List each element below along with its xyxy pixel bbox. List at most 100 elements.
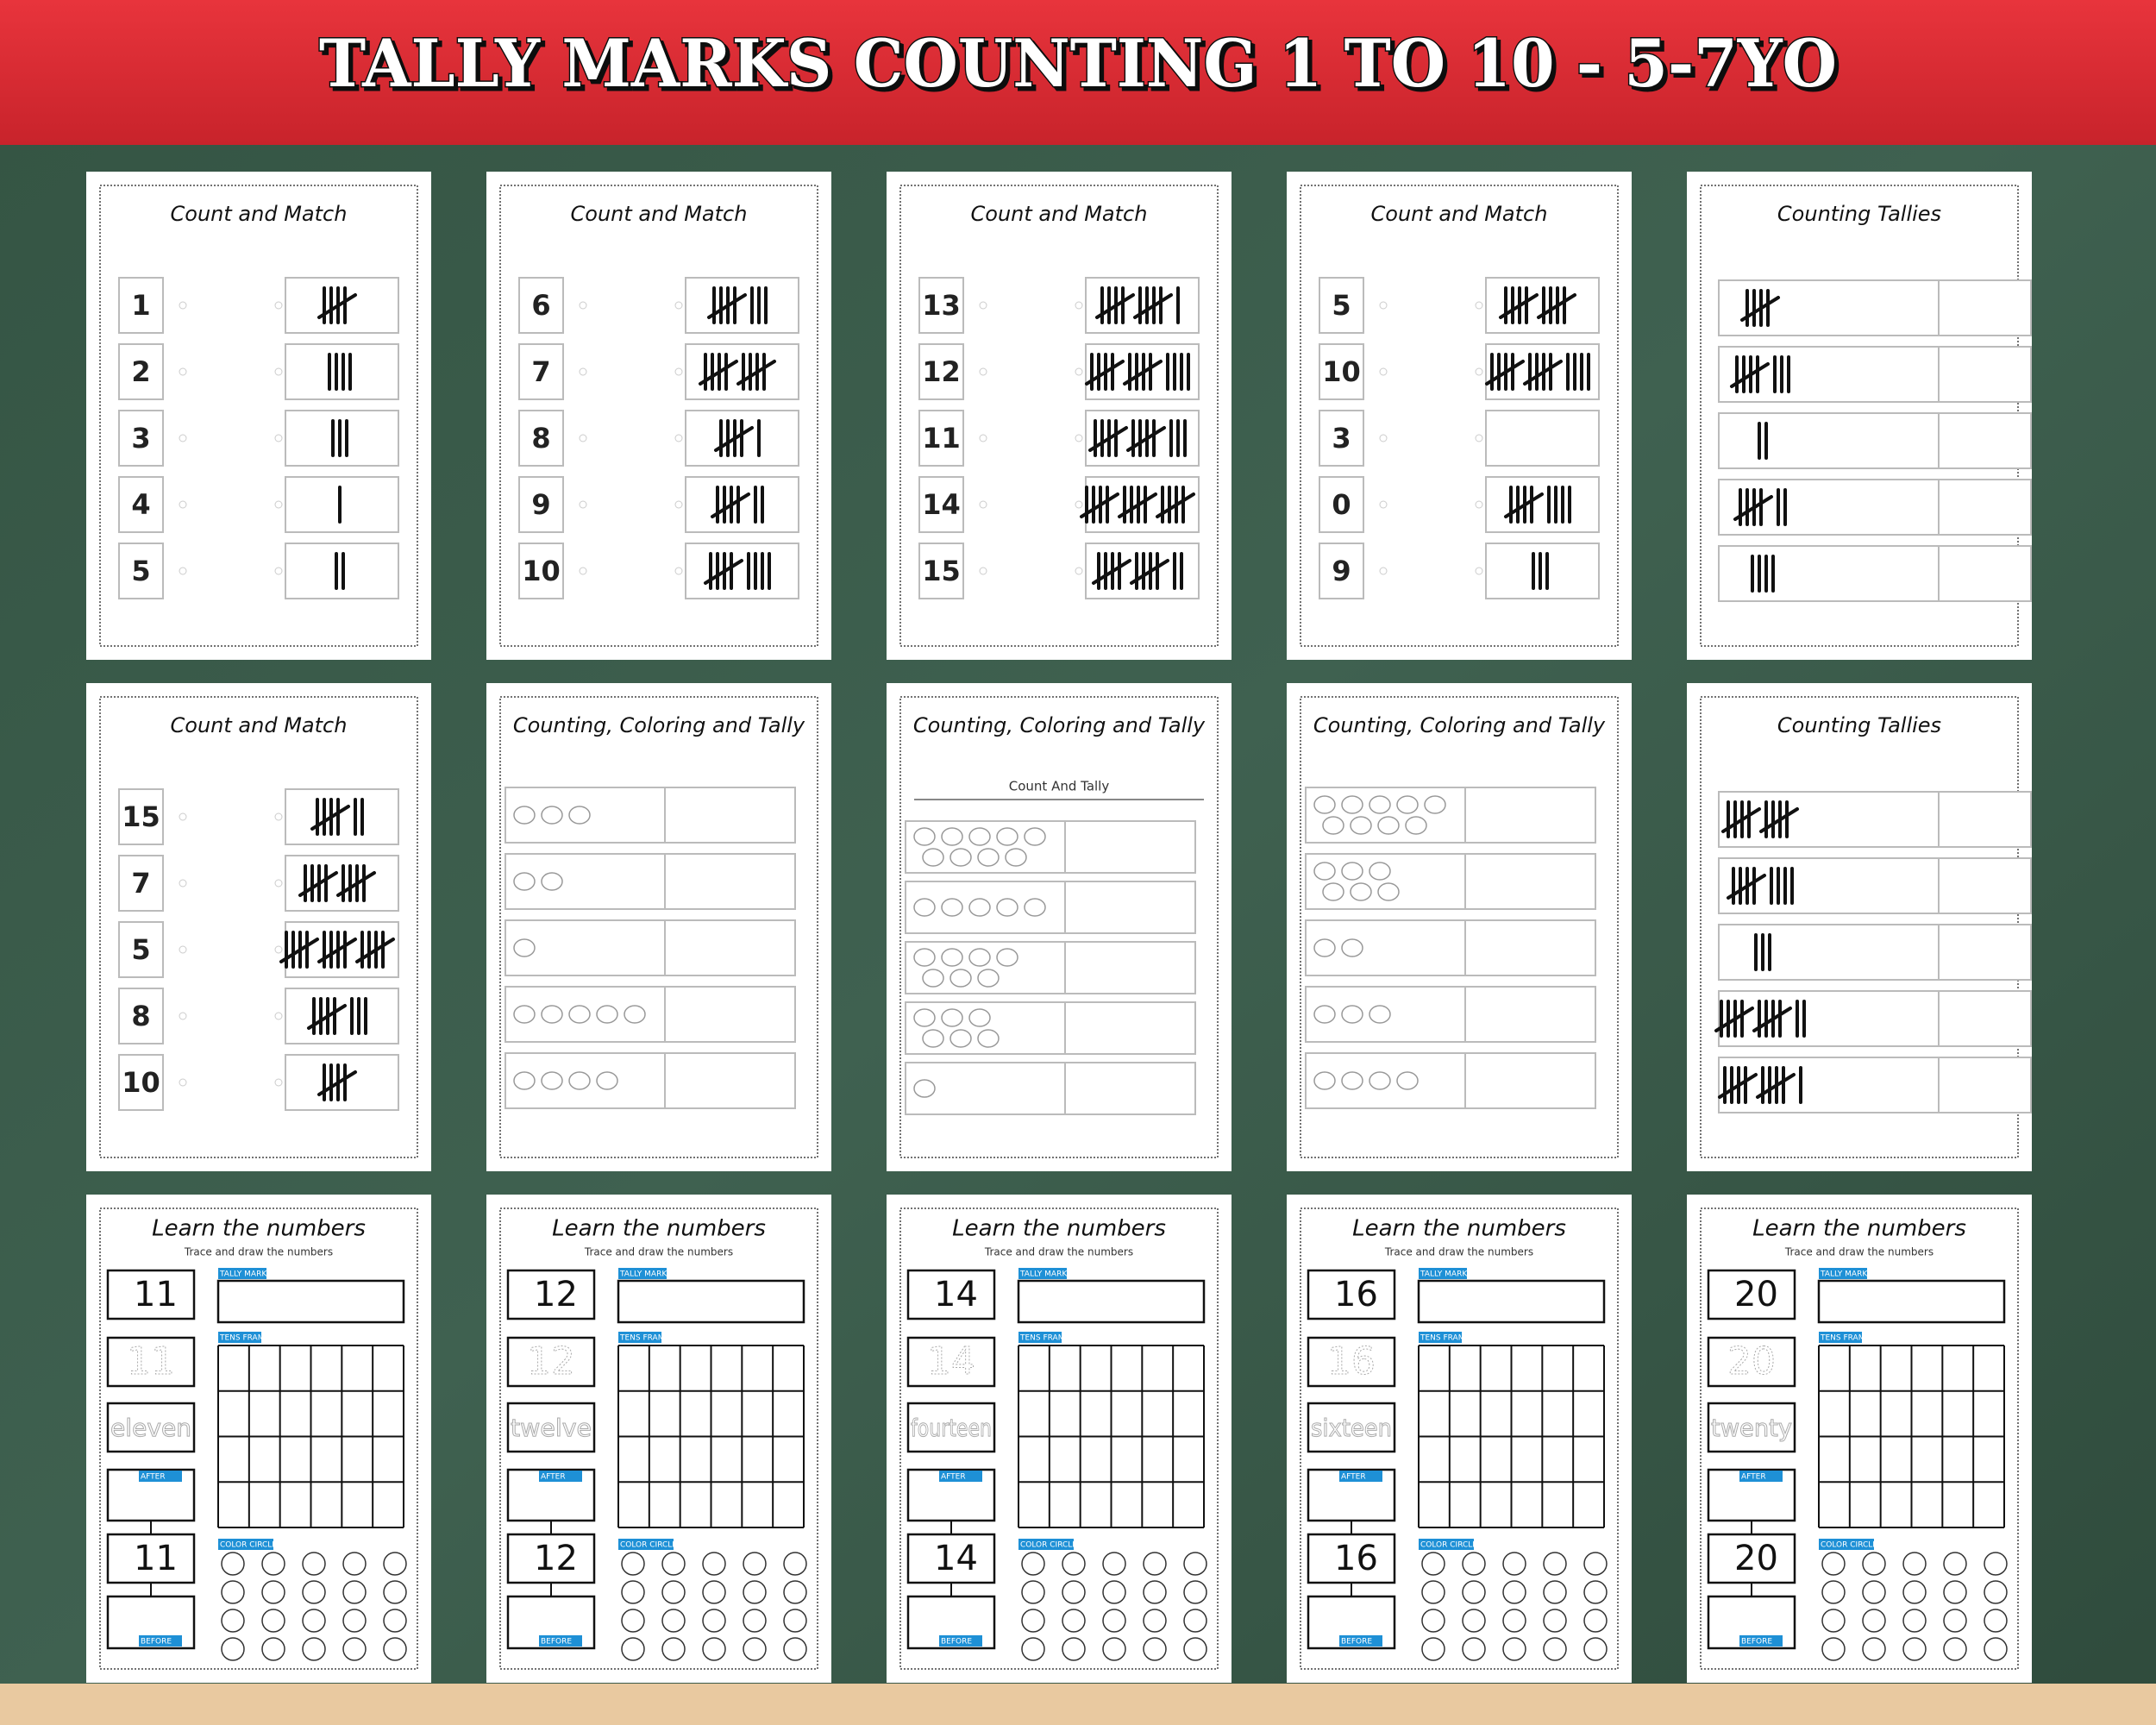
traced-number: 16 (1327, 1339, 1376, 1383)
match-number: 15 (122, 800, 160, 833)
match-dot (579, 567, 587, 575)
sheet-title: Counting, Coloring and Tally (1313, 713, 1606, 737)
tally-box (1085, 410, 1200, 467)
tally-box (685, 543, 799, 599)
label-text: COLOR CIRCLES (220, 1541, 282, 1550)
color-circle (1421, 1609, 1445, 1633)
match-dot (179, 500, 187, 509)
color-circle (1543, 1609, 1567, 1633)
match-dot (274, 1078, 283, 1087)
tally-box (285, 476, 399, 533)
picture-group (913, 1008, 1000, 1048)
tally-stroke (317, 938, 357, 963)
picture-outline (950, 969, 972, 988)
sheet-border (99, 185, 418, 647)
color-circle (1583, 1580, 1608, 1604)
label-text: AFTER (141, 1473, 166, 1482)
color-circle (702, 1609, 726, 1633)
number-box (518, 476, 564, 533)
tally-marks (699, 353, 776, 391)
picture-outline (1350, 816, 1372, 835)
color-circle (221, 1552, 245, 1576)
picture-row (1305, 986, 1596, 1043)
match-dot (979, 567, 987, 575)
picture-group (513, 938, 536, 957)
number-box (1319, 410, 1364, 467)
worksheet: Learn the numbers Trace and draw the numb… (887, 1195, 1232, 1683)
color-circle (1183, 1552, 1207, 1576)
picture-outline (1396, 795, 1419, 814)
match-dot (674, 301, 683, 310)
traced-number: 14 (927, 1339, 975, 1383)
tally-stroke (307, 1004, 347, 1030)
tally-box (1485, 476, 1600, 533)
sheet-subtitle: Trace and draw the numbers (184, 1246, 333, 1258)
color-circle (1102, 1637, 1126, 1661)
sheet-border (99, 696, 418, 1158)
picture-outline (1313, 1071, 1336, 1090)
sheet-border (1700, 185, 2019, 647)
match-dot (274, 367, 283, 376)
label-tag (218, 1332, 261, 1343)
label-text: AFTER (941, 1473, 966, 1482)
match-number: 9 (531, 488, 550, 521)
tally-marks (1092, 552, 1183, 590)
worksheet: Count and Match 13 12 11 14 15 (887, 172, 1232, 660)
tally-stroke (1730, 362, 1770, 388)
color-circle (342, 1580, 367, 1604)
learn-box (1707, 1336, 1796, 1388)
tally-stroke (1727, 874, 1766, 900)
match-dot (674, 500, 683, 509)
color-circle (661, 1609, 686, 1633)
match-number: 8 (531, 422, 550, 455)
color-circle (1062, 1609, 1086, 1633)
label-tag (1018, 1332, 1062, 1343)
number-box (118, 855, 164, 912)
picture-group (1313, 795, 1446, 835)
tally-stroke (1485, 360, 1525, 386)
worksheet: Count and Match 1 2 3 4 5 (86, 172, 431, 660)
tally-box (1718, 412, 2032, 469)
color-circle (302, 1580, 326, 1604)
picture-group (513, 1071, 618, 1090)
worksheet: Count and Match 6 7 8 9 10 (486, 172, 831, 660)
color-circle (1462, 1580, 1486, 1604)
tally-box (1718, 479, 2032, 536)
picture-outline (1377, 816, 1400, 835)
color-circle (302, 1552, 326, 1576)
traced-number: 20 (1727, 1339, 1776, 1383)
tally-box (1718, 791, 2032, 848)
learn-box (506, 1402, 596, 1453)
color-circle (261, 1609, 285, 1633)
learn-box (906, 1336, 996, 1388)
tally-stroke (1088, 426, 1128, 452)
worksheet: Count and Match 5 10 3 0 9 (1287, 172, 1632, 660)
picture-outline (1341, 795, 1363, 814)
label-tag (218, 1268, 266, 1279)
number-box (918, 543, 964, 599)
picture-outline (1369, 1005, 1391, 1024)
label-tag (618, 1268, 667, 1279)
number-box (118, 921, 164, 978)
label-text: TENS FRAME (1019, 1334, 1069, 1343)
label-text: COLOR CIRCLES (620, 1541, 682, 1550)
color-circle (1021, 1609, 1045, 1633)
match-number: 3 (131, 422, 150, 455)
color-circle (743, 1637, 767, 1661)
tally-marks (1751, 555, 1775, 593)
label-text: COLOR CIRCLES (1420, 1541, 1482, 1550)
label-tag (939, 1635, 982, 1647)
tally-stroke (1714, 1007, 1754, 1032)
picture-outline (1313, 938, 1336, 957)
picture-outline (913, 827, 936, 846)
learn-box (1707, 1269, 1796, 1320)
label-tag (618, 1332, 661, 1343)
color-circle (1183, 1609, 1207, 1633)
tally-stroke (714, 426, 754, 452)
learn-box (1307, 1336, 1396, 1388)
picture-outline (541, 872, 563, 891)
color-circle (621, 1580, 645, 1604)
picture-outline (1369, 862, 1391, 881)
number-box (918, 343, 964, 400)
